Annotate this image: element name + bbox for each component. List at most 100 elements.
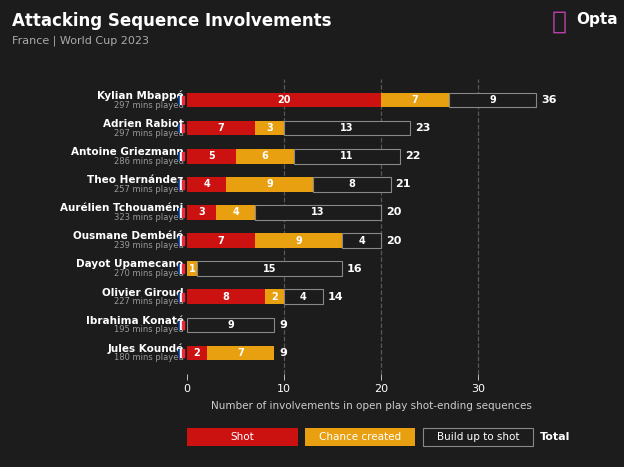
Bar: [180, 152, 182, 161]
Text: Olivier Giroud: Olivier Giroud: [102, 288, 183, 297]
Bar: [313, 177, 391, 191]
Text: 227 mins played: 227 mins played: [114, 297, 183, 306]
Text: Ibrahima Konaté: Ibrahima Konaté: [85, 316, 183, 325]
Text: 7: 7: [218, 235, 225, 246]
Bar: [182, 96, 184, 104]
Bar: [182, 264, 184, 273]
Bar: [255, 121, 284, 135]
Text: 4: 4: [358, 235, 365, 246]
Bar: [180, 208, 182, 217]
Bar: [187, 205, 217, 220]
Bar: [236, 149, 294, 163]
Text: 7: 7: [411, 95, 418, 105]
Bar: [178, 180, 180, 189]
Text: 3: 3: [198, 207, 205, 218]
Bar: [255, 205, 381, 220]
Text: Total: Total: [540, 432, 570, 442]
Bar: [182, 152, 184, 161]
Text: 9: 9: [295, 235, 302, 246]
Text: 7: 7: [237, 348, 244, 358]
Text: Jules Koundé: Jules Koundé: [107, 343, 183, 354]
Bar: [182, 236, 184, 245]
Text: 36: 36: [541, 95, 557, 105]
Bar: [381, 93, 449, 107]
Bar: [187, 233, 255, 248]
Text: 8: 8: [223, 292, 230, 302]
Text: 3: 3: [266, 123, 273, 133]
Bar: [180, 264, 182, 273]
Bar: [180, 349, 182, 357]
Text: 4: 4: [300, 292, 307, 302]
Text: 9: 9: [266, 179, 273, 189]
Text: 23: 23: [415, 123, 431, 133]
Text: 11: 11: [340, 151, 354, 161]
Text: Antoine Griezmann: Antoine Griezmann: [71, 147, 183, 157]
Text: 4: 4: [232, 207, 239, 218]
Bar: [178, 321, 180, 329]
Bar: [178, 236, 180, 245]
Bar: [187, 290, 265, 304]
Text: 4: 4: [203, 179, 210, 189]
Bar: [180, 124, 182, 132]
Bar: [182, 292, 184, 301]
Text: Chance created: Chance created: [319, 432, 401, 442]
Bar: [178, 152, 180, 161]
Text: 22: 22: [405, 151, 421, 161]
Bar: [180, 292, 182, 301]
Bar: [178, 349, 180, 357]
Bar: [182, 124, 184, 132]
Bar: [178, 124, 180, 132]
Bar: [226, 177, 313, 191]
Text: 297 mins played: 297 mins played: [114, 100, 183, 110]
Bar: [182, 349, 184, 357]
Bar: [182, 208, 184, 217]
Text: Aurélien Tchouaméni: Aurélien Tchouaméni: [61, 203, 183, 213]
Text: 2: 2: [193, 348, 200, 358]
Bar: [449, 93, 536, 107]
Bar: [187, 149, 236, 163]
Bar: [178, 208, 180, 217]
Text: 20: 20: [277, 95, 291, 105]
Text: Kylian Mbappé: Kylian Mbappé: [97, 91, 183, 101]
Text: 323 mins played: 323 mins played: [114, 213, 183, 222]
Bar: [187, 121, 255, 135]
Text: Dayot Upamecano: Dayot Upamecano: [76, 260, 183, 269]
Text: 15: 15: [263, 264, 276, 274]
Text: 286 mins played: 286 mins played: [114, 157, 183, 166]
Bar: [187, 346, 207, 360]
Bar: [284, 290, 323, 304]
Bar: [182, 321, 184, 329]
Text: 270 mins played: 270 mins played: [114, 269, 183, 278]
Text: 13: 13: [340, 123, 354, 133]
Text: Theo Hernández: Theo Hernández: [87, 175, 183, 185]
Text: 6: 6: [261, 151, 268, 161]
Text: Ousmane Dembélé: Ousmane Dembélé: [73, 231, 183, 241]
Bar: [265, 290, 284, 304]
Text: Adrien Rabiot: Adrien Rabiot: [102, 119, 183, 129]
Bar: [197, 262, 342, 276]
Bar: [342, 233, 381, 248]
Bar: [294, 149, 401, 163]
Text: ⧖: ⧖: [552, 9, 567, 33]
Bar: [180, 180, 182, 189]
Text: 21: 21: [396, 179, 411, 189]
Text: Build up to shot: Build up to shot: [437, 432, 519, 442]
Text: 257 mins played: 257 mins played: [114, 185, 183, 194]
Text: 13: 13: [311, 207, 324, 218]
Text: Attacking Sequence Involvements: Attacking Sequence Involvements: [12, 12, 332, 30]
Text: 297 mins played: 297 mins played: [114, 129, 183, 138]
Text: 5: 5: [208, 151, 215, 161]
Text: 20: 20: [386, 235, 401, 246]
Bar: [187, 177, 226, 191]
Text: 8: 8: [348, 179, 355, 189]
Text: 9: 9: [280, 348, 287, 358]
Text: France | World Cup 2023: France | World Cup 2023: [12, 35, 150, 45]
Text: 16: 16: [347, 264, 363, 274]
Text: 180 mins played: 180 mins played: [114, 354, 183, 362]
Text: Shot: Shot: [230, 432, 255, 442]
Text: 1: 1: [188, 264, 195, 274]
Bar: [182, 180, 184, 189]
Text: 20: 20: [386, 207, 401, 218]
Bar: [180, 96, 182, 104]
Text: 9: 9: [489, 95, 495, 105]
